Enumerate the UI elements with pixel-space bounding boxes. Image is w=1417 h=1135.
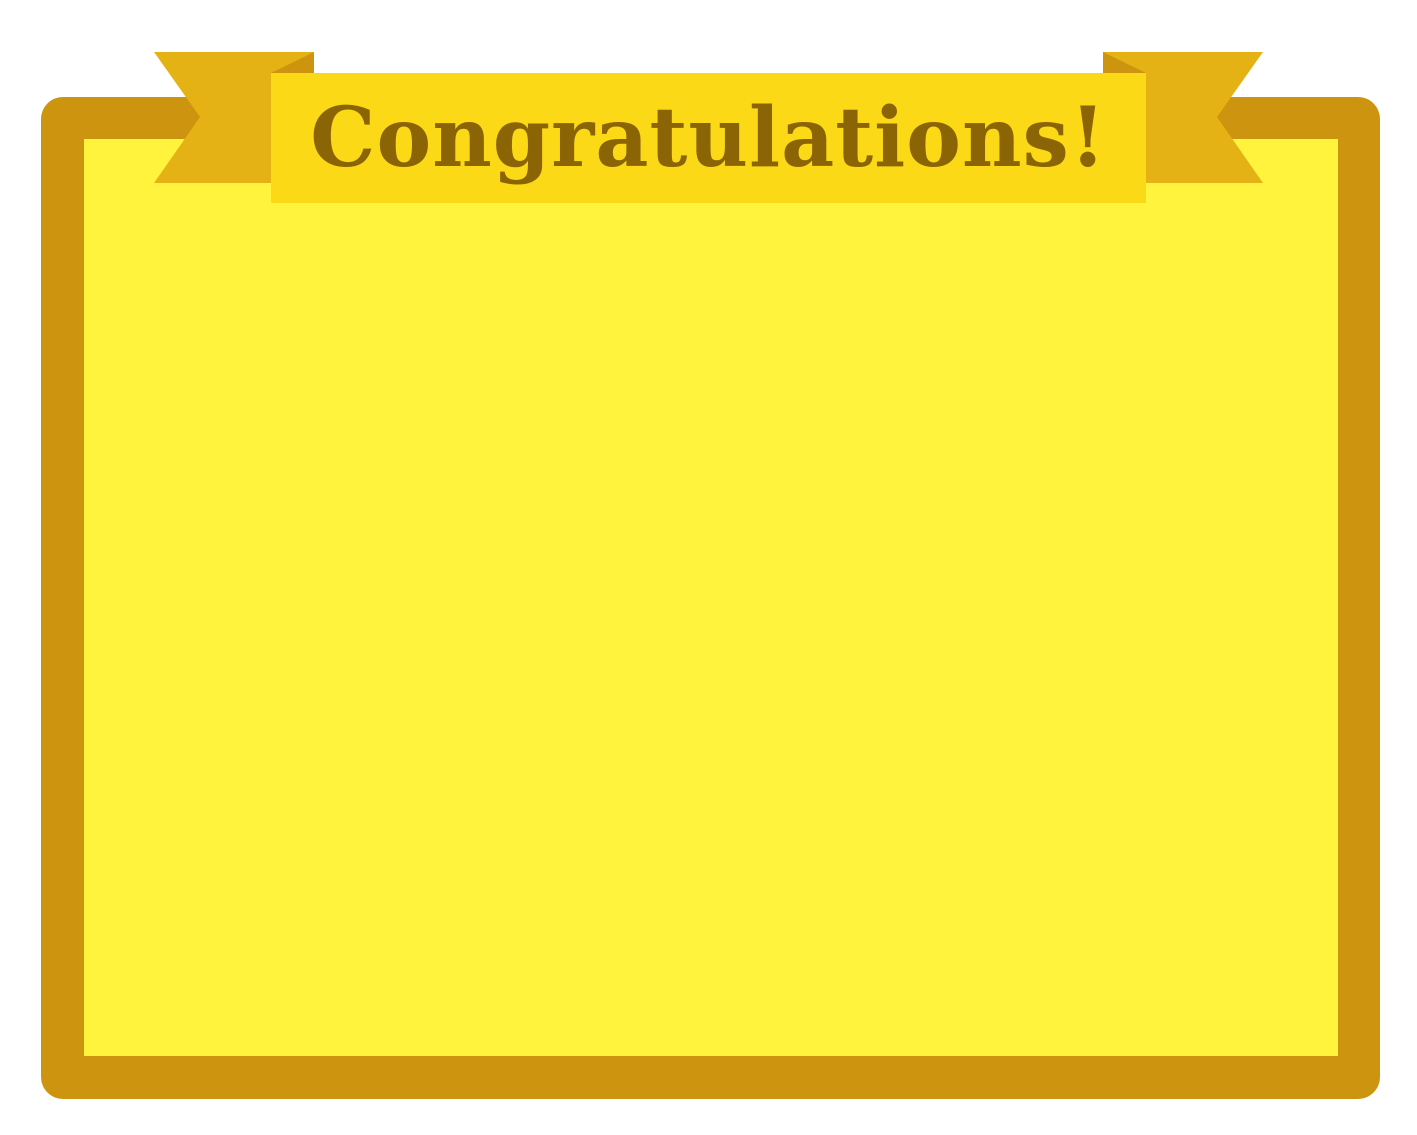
- card-panel: [84, 139, 1338, 1056]
- ribbon-right-fold: [1103, 52, 1146, 73]
- ribbon-left-fold: [271, 52, 314, 73]
- banner: [271, 73, 1146, 203]
- banner-title: Congratulations!: [310, 90, 1107, 186]
